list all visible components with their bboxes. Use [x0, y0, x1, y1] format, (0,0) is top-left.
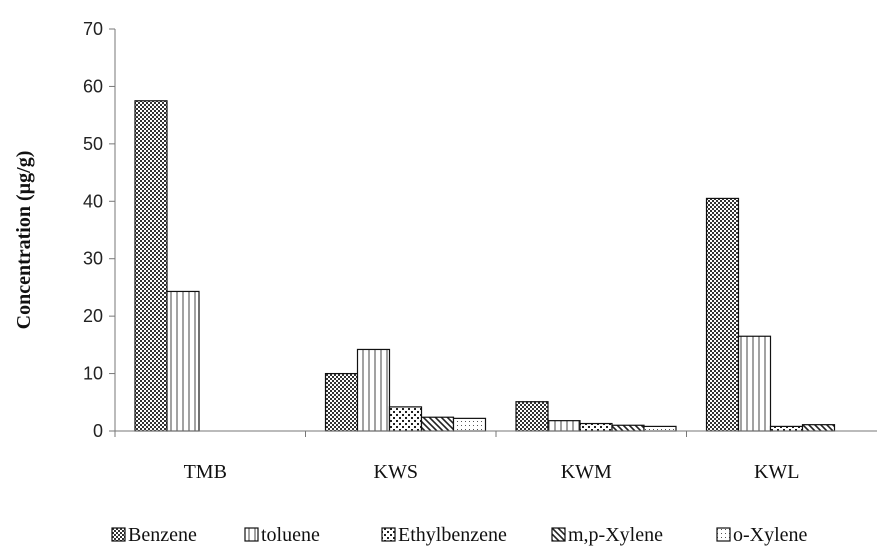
legend-label: toluene: [261, 524, 320, 546]
bar-o-xylene-kwm: [643, 425, 677, 432]
y-tick-label: 60: [83, 76, 103, 96]
y-tick-label: 50: [83, 134, 103, 154]
bar-toluene-kwl: [737, 335, 772, 432]
bar-toluene-tmb: [166, 290, 200, 432]
x-category-label: KWL: [754, 461, 800, 483]
y-axis: 0 10 20 30 40 50 60 70: [83, 19, 115, 441]
legend-swatch: [111, 527, 126, 542]
legend-label: o-Xylene: [733, 524, 808, 546]
y-tick-label: 0: [93, 421, 103, 441]
legend-swatch: [716, 527, 731, 542]
x-axis: TMB KWS KWM KWL: [114, 431, 800, 483]
legend-swatch: [381, 527, 396, 542]
legend: Benzene toluene Ethylbenzene m,p-Xylene o-Xy…: [111, 524, 808, 546]
bar-toluene-kws: [356, 348, 391, 432]
bars-group: [134, 100, 836, 432]
bar-m-p-xylene-kwm: [611, 424, 645, 432]
bar-m-p-xylene-kws: [420, 416, 455, 432]
bar-benzene-kwm: [515, 401, 549, 432]
x-category-label: KWM: [561, 461, 612, 483]
y-tick-label: 20: [83, 306, 103, 326]
y-axis-label: Concentration (µg/g): [13, 151, 35, 330]
bar-ethylbenzene-kws: [388, 406, 423, 432]
legend-label: Ethylbenzene: [398, 524, 507, 546]
bar-o-xylene-kws: [452, 417, 487, 432]
y-tick-label: 10: [83, 364, 103, 384]
bar-ethylbenzene-kwl: [769, 425, 804, 432]
bar-benzene-kwl: [705, 197, 740, 432]
legend-swatch: [244, 527, 259, 542]
bar-benzene-tmb: [134, 100, 168, 432]
x-category-label: TMB: [184, 461, 227, 483]
y-tick-label: 40: [83, 191, 103, 211]
legend-swatch: [551, 527, 566, 542]
bar-benzene-kws: [324, 372, 359, 432]
y-tick-label: 70: [83, 19, 103, 39]
legend-label: Benzene: [128, 524, 197, 546]
x-category-label: KWS: [374, 461, 418, 483]
bar-toluene-kwm: [547, 420, 581, 432]
bar-m-p-xylene-kwl: [801, 424, 836, 432]
bar-ethylbenzene-kwm: [579, 422, 613, 432]
legend-label: m,p-Xylene: [568, 524, 663, 546]
y-tick-label: 30: [83, 249, 103, 269]
